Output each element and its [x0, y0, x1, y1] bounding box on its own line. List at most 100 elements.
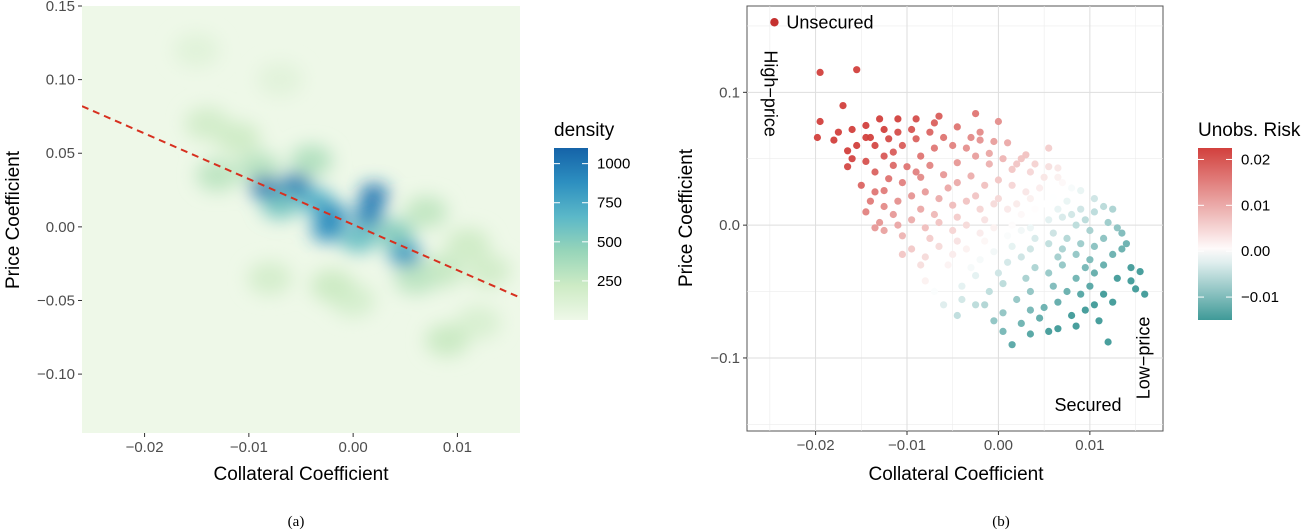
scatter-point: [1086, 256, 1094, 264]
x-tick-label: −0.01: [230, 439, 268, 456]
density-peak: [290, 144, 333, 177]
x-tick-label: −0.01: [888, 437, 926, 454]
scatter-point: [876, 115, 884, 123]
density-peak: [310, 269, 355, 303]
scatter-point: [1113, 224, 1121, 232]
scatter-point: [944, 184, 952, 192]
scatter-point: [1077, 240, 1085, 248]
scatter-point: [1045, 216, 1053, 224]
scatter-point: [940, 171, 948, 179]
scatter-point: [972, 192, 980, 200]
scatter-point: [1090, 208, 1098, 216]
scatter-point: [1004, 258, 1012, 266]
scatter-point: [1095, 317, 1103, 325]
scatter-point: [1026, 306, 1034, 314]
scatter-point: [1054, 205, 1062, 213]
scatter-point: [976, 128, 984, 136]
scatter-point: [816, 68, 824, 76]
scatter-point: [844, 147, 852, 155]
scatter-point: [1045, 163, 1053, 171]
scatter-point: [871, 224, 879, 232]
scatter-point: [1008, 341, 1016, 349]
scatter-point: [921, 253, 929, 261]
density-peak: [261, 190, 299, 219]
scatter-point: [816, 117, 824, 126]
scatter-point: [1081, 306, 1089, 314]
density-peak: [216, 122, 261, 155]
scatter-point: [898, 179, 907, 187]
scatter-point: [935, 242, 943, 250]
scatter-point: [876, 218, 884, 227]
scatter-point: [1013, 295, 1021, 304]
scatter-point: [972, 152, 980, 160]
scatter-point: [1008, 181, 1016, 189]
unsecured-marker: [770, 18, 779, 27]
panel-b-y-ticks: −0.1 0.0 0.1: [710, 84, 747, 367]
density-peak: [280, 173, 311, 196]
scatter-point: [999, 280, 1007, 288]
scatter-point: [1045, 269, 1053, 277]
y-tick-label: −0.1: [710, 350, 740, 367]
scatter-point: [1008, 242, 1016, 250]
scatter-point: [912, 115, 920, 123]
scatter-point: [880, 226, 888, 235]
scatter-point: [944, 274, 952, 282]
scatter-point: [1031, 160, 1039, 168]
x-tick-label: 0.00: [984, 437, 1013, 454]
scatter-point: [848, 155, 856, 163]
scatter-point: [962, 197, 971, 205]
y-tick-label: −0.05: [37, 292, 75, 309]
scatter-point: [857, 181, 865, 189]
scatter-point: [880, 152, 888, 160]
scatter-point: [862, 121, 870, 130]
scatter-point: [944, 261, 952, 269]
scatter-point: [1054, 325, 1062, 333]
scatter-point: [1063, 197, 1071, 205]
scatter-point: [994, 195, 1003, 203]
panel-b-points: [813, 66, 1149, 349]
scatter-point: [1081, 264, 1089, 272]
scatter-point: [972, 110, 980, 118]
density-peak: [256, 62, 304, 97]
panel-b-x-axis-title: Collateral Coefficient: [869, 464, 1045, 485]
scatter-point: [990, 224, 998, 232]
panel-a-legend-colorbar: [554, 148, 588, 320]
scatter-point: [1058, 213, 1066, 221]
scatter-point: [999, 155, 1007, 163]
legend-tick-label: 1000: [597, 156, 630, 173]
scatter-point: [1100, 290, 1108, 298]
scatter-point: [949, 141, 957, 150]
scatter-point: [908, 216, 916, 224]
scatter-point: [1040, 200, 1048, 208]
scatter-point: [898, 141, 907, 150]
scatter-point: [871, 141, 879, 150]
scatter-point: [908, 192, 916, 200]
scatter-point: [940, 133, 948, 142]
scatter-point: [949, 226, 957, 235]
scatter-point: [1040, 173, 1048, 181]
panel-b-legend: Unobs. Risk 0.02 0.01 0.00 −0.01: [1198, 120, 1301, 320]
y-tick-label: 0.15: [46, 0, 75, 15]
panel-a-regression-line: [82, 105, 520, 299]
scatter-point: [990, 248, 998, 256]
scatter-point: [1068, 311, 1076, 320]
scatter-point: [1063, 234, 1071, 242]
scatter-point: [972, 272, 980, 280]
scatter-point: [1045, 144, 1053, 152]
scatter-point: [917, 152, 925, 160]
scatter-point: [953, 311, 961, 320]
scatter-point: [962, 144, 971, 152]
scatter-point: [958, 282, 966, 290]
legend-tick-label: 500: [597, 234, 622, 251]
scatter-point: [839, 102, 847, 110]
scatter-point: [894, 128, 902, 136]
legend-tick-label: 0.02: [1241, 151, 1270, 168]
scatter-point: [1090, 269, 1098, 277]
scatter-point: [1036, 184, 1044, 192]
scatter-point: [1072, 274, 1080, 282]
x-tick-label: −0.02: [126, 439, 164, 456]
scatter-point: [1090, 242, 1098, 250]
scatter-point: [926, 128, 934, 136]
scatter-point: [935, 195, 943, 203]
scatter-point: [862, 208, 870, 216]
